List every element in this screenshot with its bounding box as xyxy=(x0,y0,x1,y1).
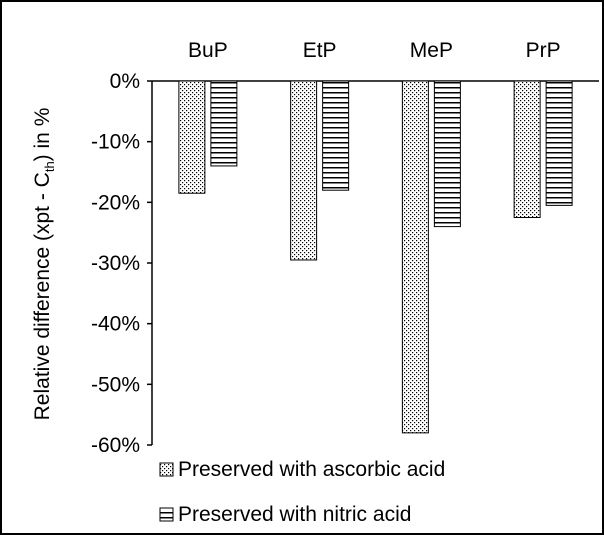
y-axis-label-subscript: th xyxy=(42,161,57,172)
y-axis-label-main: Relative difference (xpt - C xyxy=(31,172,54,420)
bar-ascorbic-bup xyxy=(178,80,206,194)
bar-nitric-etp xyxy=(322,80,350,191)
legend-item-ascorbic: Preserved with ascorbic acid xyxy=(159,458,445,481)
y-tick-label: -60% xyxy=(91,434,140,457)
category-label: EtP xyxy=(303,39,337,62)
bar-nitric-mep xyxy=(433,80,461,228)
y-tick-label: 0% xyxy=(110,70,140,93)
bar-ascorbic-mep xyxy=(401,80,429,434)
category-label: MeP xyxy=(410,39,453,62)
y-axis-label: Relative difference (xpt - Cth) in % xyxy=(31,108,57,421)
legend-swatch-ascorbic xyxy=(159,462,174,477)
bar-ascorbic-etp xyxy=(290,80,318,261)
plot-area: 0% -10% -20% -30% -40% -50% -60% BuP EtP MeP PrP xyxy=(91,39,599,457)
category-label: PrP xyxy=(526,39,561,62)
bar-nitric-bup xyxy=(210,80,238,167)
y-tick-label: -40% xyxy=(91,313,140,336)
bar-nitric-prp xyxy=(545,80,573,206)
category-label: BuP xyxy=(188,39,228,62)
y-tick-label: -20% xyxy=(91,191,140,214)
y-tick-label: -50% xyxy=(91,373,140,396)
legend-item-nitric: Preserved with nitric acid xyxy=(159,503,411,526)
y-tick-label: -10% xyxy=(91,131,140,154)
bar-ascorbic-prp xyxy=(513,80,541,218)
y-axis-label-suffix: ) in % xyxy=(31,108,54,162)
legend-label-ascorbic: Preserved with ascorbic acid xyxy=(178,458,445,481)
legend: Preserved with ascorbic acid Preserved w… xyxy=(159,458,445,526)
legend-label-nitric: Preserved with nitric acid xyxy=(178,503,411,526)
y-tick-label: -30% xyxy=(91,252,140,275)
legend-swatch-nitric xyxy=(159,507,174,522)
